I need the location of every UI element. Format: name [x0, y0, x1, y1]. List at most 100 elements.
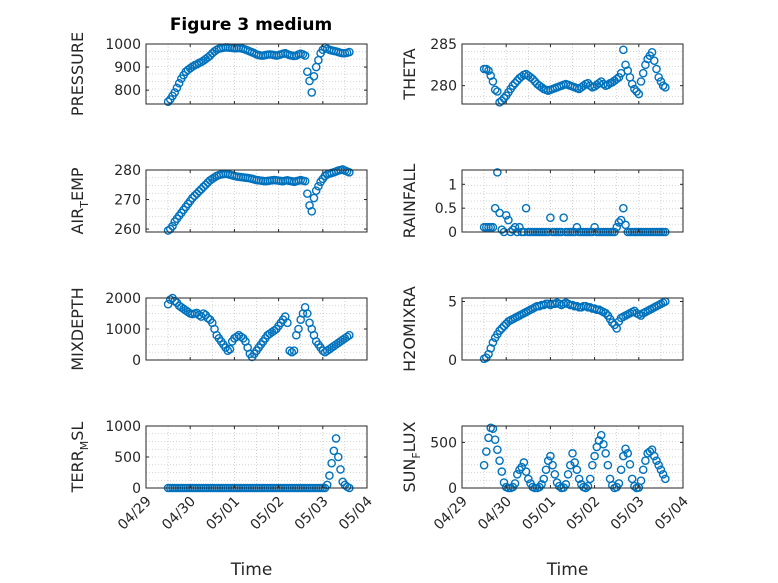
- y-axis-label-rest: EMP: [68, 167, 87, 201]
- data-point: [658, 470, 668, 479]
- data-point: [638, 68, 648, 78]
- y-axis-label: SUNFLUX: [400, 421, 423, 492]
- data-point: [300, 51, 310, 60]
- data-point: [289, 346, 299, 356]
- data-point: [548, 460, 557, 470]
- data-point: [521, 203, 531, 213]
- data-point: [499, 321, 509, 331]
- data-points: [479, 297, 670, 364]
- data-point: [311, 186, 321, 195]
- data-point: [627, 79, 637, 89]
- data-point: [309, 193, 319, 203]
- data-point: [559, 213, 568, 222]
- data-point: [497, 324, 507, 333]
- data-point: [619, 203, 628, 213]
- data-point: [612, 222, 622, 232]
- data-point: [300, 176, 310, 186]
- data-point: [236, 332, 246, 342]
- figure-title: Figure 3 medium: [170, 15, 332, 35]
- data-point: [303, 189, 312, 198]
- data-point: [563, 470, 573, 479]
- y-tick-label: 1000: [105, 322, 141, 338]
- data-point: [661, 474, 670, 484]
- y-tick-label: 1000: [105, 419, 141, 435]
- data-point: [645, 447, 655, 456]
- data-point: [163, 299, 173, 309]
- data-point: [294, 324, 303, 334]
- data-point: [630, 84, 639, 94]
- data-point: [614, 73, 624, 82]
- data-point: [488, 222, 498, 232]
- y-tick-label: 0: [448, 353, 457, 369]
- axes-box: [145, 43, 368, 105]
- data-point: [490, 435, 500, 444]
- data-point: [601, 308, 610, 318]
- data-point: [490, 85, 500, 95]
- data-point: [490, 203, 500, 213]
- data-point: [345, 168, 354, 177]
- panel-rainfall: 0 0.5 1 RAINFALL: [400, 164, 684, 241]
- axes-box: [461, 425, 684, 489]
- data-point: [345, 330, 354, 340]
- panel-theta: 280 285 THETA: [400, 37, 684, 107]
- data-point: [325, 471, 334, 480]
- data-point: [612, 74, 622, 84]
- data-point: [329, 446, 339, 456]
- y-axis-label-base: SUN: [400, 459, 419, 493]
- data-point: [327, 458, 336, 468]
- panel-airtemp: 260 270 280 AIRTEMP: [68, 163, 368, 238]
- y-tick-label: 1000: [105, 37, 141, 53]
- data-point: [649, 451, 659, 461]
- y-tick-label: 0: [448, 481, 457, 497]
- data-points: [479, 45, 670, 107]
- data-point: [599, 439, 608, 449]
- y-tick-label: 0: [132, 353, 141, 369]
- y-axis-label: MIXDEPTH: [68, 287, 87, 370]
- data-point: [223, 346, 233, 356]
- data-point: [336, 465, 345, 474]
- data-point: [550, 470, 560, 479]
- data-point: [510, 78, 520, 88]
- data-point: [333, 452, 343, 462]
- data-point: [524, 474, 533, 484]
- data-point: [616, 465, 626, 475]
- y-axis-label-base: MIXDEPTH: [68, 287, 87, 370]
- y-axis-label-rest: LUX: [400, 421, 419, 452]
- data-point: [616, 215, 626, 225]
- data-point: [283, 318, 292, 328]
- data-point: [194, 186, 204, 196]
- data-point: [166, 295, 175, 304]
- data-points: [163, 293, 354, 362]
- y-tick-label: 285: [430, 37, 457, 53]
- data-point: [539, 474, 549, 484]
- y-tick-label: 280: [114, 163, 141, 179]
- data-points: [479, 423, 670, 493]
- y-tick-label: 1: [448, 177, 457, 193]
- data-point: [499, 93, 509, 103]
- data-point: [521, 467, 531, 476]
- data-point: [510, 479, 520, 488]
- data-point: [170, 88, 180, 97]
- y-axis-label-base: H2OMIXRA: [400, 286, 419, 372]
- data-point: [331, 434, 341, 443]
- data-point: [619, 45, 628, 55]
- data-point: [647, 48, 657, 57]
- data-point: [590, 451, 599, 461]
- data-point: [345, 47, 354, 57]
- data-point: [203, 313, 213, 323]
- data-point: [482, 447, 491, 456]
- y-axis-label-subscript: T: [78, 201, 91, 209]
- y-tick-label: 270: [114, 193, 141, 209]
- data-point: [546, 213, 555, 222]
- data-point: [634, 89, 644, 99]
- y-axis-label-subscript: M: [78, 441, 91, 451]
- data-point: [519, 458, 529, 467]
- y-axis-label-base: AIR: [68, 208, 87, 235]
- panel-pressure: 800 900 1000 PRESSURE: [68, 32, 368, 116]
- data-point: [497, 467, 507, 476]
- data-point: [627, 474, 637, 484]
- y-axis-label: AIRTEMP: [68, 167, 91, 234]
- data-point: [512, 470, 522, 479]
- data-point: [572, 465, 582, 475]
